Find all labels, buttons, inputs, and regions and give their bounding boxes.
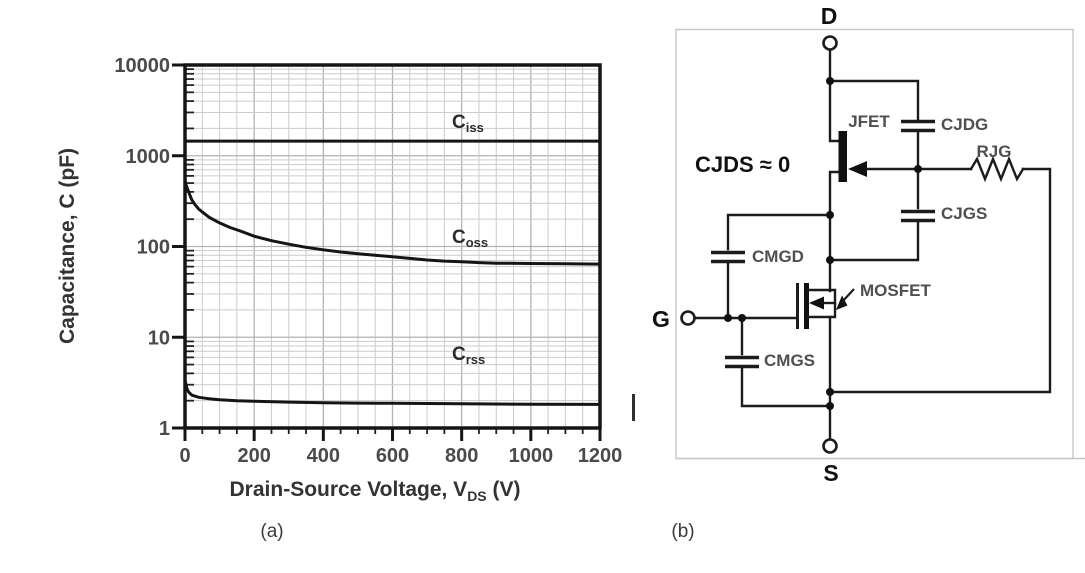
junction-dot — [826, 256, 834, 264]
capacitance-chart: Ciss Coss Crss 0 200 400 600 800 1000 1200 1 10 100 1… — [56, 55, 623, 504]
text-cursor-artifact — [632, 394, 635, 421]
cjds-note: CJDS ≈ 0 — [695, 152, 790, 177]
junction-dot — [826, 211, 834, 219]
x-tick-label: 0 — [179, 445, 190, 467]
y-axis-title: Capacitance, C (pF) — [56, 148, 79, 344]
junction-dot — [826, 77, 834, 85]
junction-dot — [826, 388, 834, 396]
mosfet-label-leader-arrowhead — [836, 295, 848, 310]
curve-label-Ciss: Ciss — [452, 112, 484, 135]
junction-dot — [826, 402, 834, 410]
cmgd-capacitor — [711, 250, 745, 264]
y-tick-label: 1 — [159, 418, 170, 440]
wire-cmgs-to-source — [740, 367, 830, 408]
y-tick-label: 1000 — [126, 146, 171, 168]
source-terminal-circle — [822, 438, 838, 454]
gate-terminal-circle — [680, 310, 696, 326]
curve-Coss — [183, 180, 602, 266]
source-terminal-label: S — [823, 460, 838, 486]
x-tick-label: 600 — [376, 445, 409, 467]
rjg-label: RJG — [977, 142, 1012, 161]
mosfet-symbol — [796, 283, 855, 329]
x-tick-label: 800 — [445, 445, 478, 467]
panel-a-caption: (a) — [260, 521, 284, 542]
junction-dot — [724, 314, 732, 322]
junction-dots — [724, 77, 922, 410]
drain-terminal-circle — [822, 35, 838, 51]
drain-terminal-label: D — [821, 3, 838, 29]
panel-border — [675, 28, 1074, 460]
x-tick-label: 200 — [237, 445, 270, 467]
cjgs-label: CJGS — [941, 204, 987, 223]
jfet-symbol — [838, 131, 867, 182]
junction-dot — [914, 165, 922, 173]
jfet-label: JFET — [848, 112, 890, 131]
cmgs-capacitor — [725, 355, 759, 369]
wire-node-to-cmgd — [726, 213, 832, 251]
x-tick-label: 1000 — [509, 445, 554, 467]
curve-Crss — [183, 378, 602, 406]
wire-cjgs-to-jfet-source — [829, 221, 920, 262]
y-tick-label: 10 — [148, 327, 170, 349]
x-tick-label: 1200 — [578, 445, 623, 467]
chart-svg: Ciss Coss Crss 0 200 400 600 800 1000 1200 1 10 100 1… — [56, 55, 623, 504]
gate-terminal-label: G — [652, 306, 670, 332]
y-tick-label: 100 — [137, 237, 170, 259]
mosfet-body-arrow — [809, 296, 824, 310]
jfet-gate-arrow — [848, 161, 867, 177]
panel-b-caption: (b) — [671, 521, 695, 542]
curve-label-Coss: Coss — [452, 227, 488, 250]
cjdg-capacitor — [901, 119, 935, 133]
wire-jfet-drain — [828, 79, 841, 143]
wire-jfet-source-to-mosfet-drain — [828, 170, 841, 293]
cjgs-capacitor — [901, 209, 935, 223]
rjg-resistor-zigzag — [969, 155, 1025, 183]
jfet-channel-bar — [838, 131, 847, 182]
wire-drain-to-cjdg — [828, 79, 920, 121]
wire-rjg-return-to-source — [829, 167, 1052, 394]
mosfet-label: MOSFET — [860, 281, 931, 300]
chart-frame — [183, 63, 602, 430]
y-tick-label: 10000 — [114, 55, 170, 77]
cmgs-label: CMGS — [764, 351, 815, 370]
x-tick-label: 400 — [307, 445, 340, 467]
circuit-wires — [693, 47, 1052, 442]
cmgd-label: CMGD — [752, 247, 804, 266]
x-axis-title: Drain-Source Voltage, VDS (V) — [230, 478, 521, 504]
junction-dot — [738, 314, 746, 322]
chart-grid — [185, 65, 600, 428]
curve-label-Crss: Crss — [452, 344, 485, 367]
cjdg-label: CJDG — [941, 115, 988, 134]
